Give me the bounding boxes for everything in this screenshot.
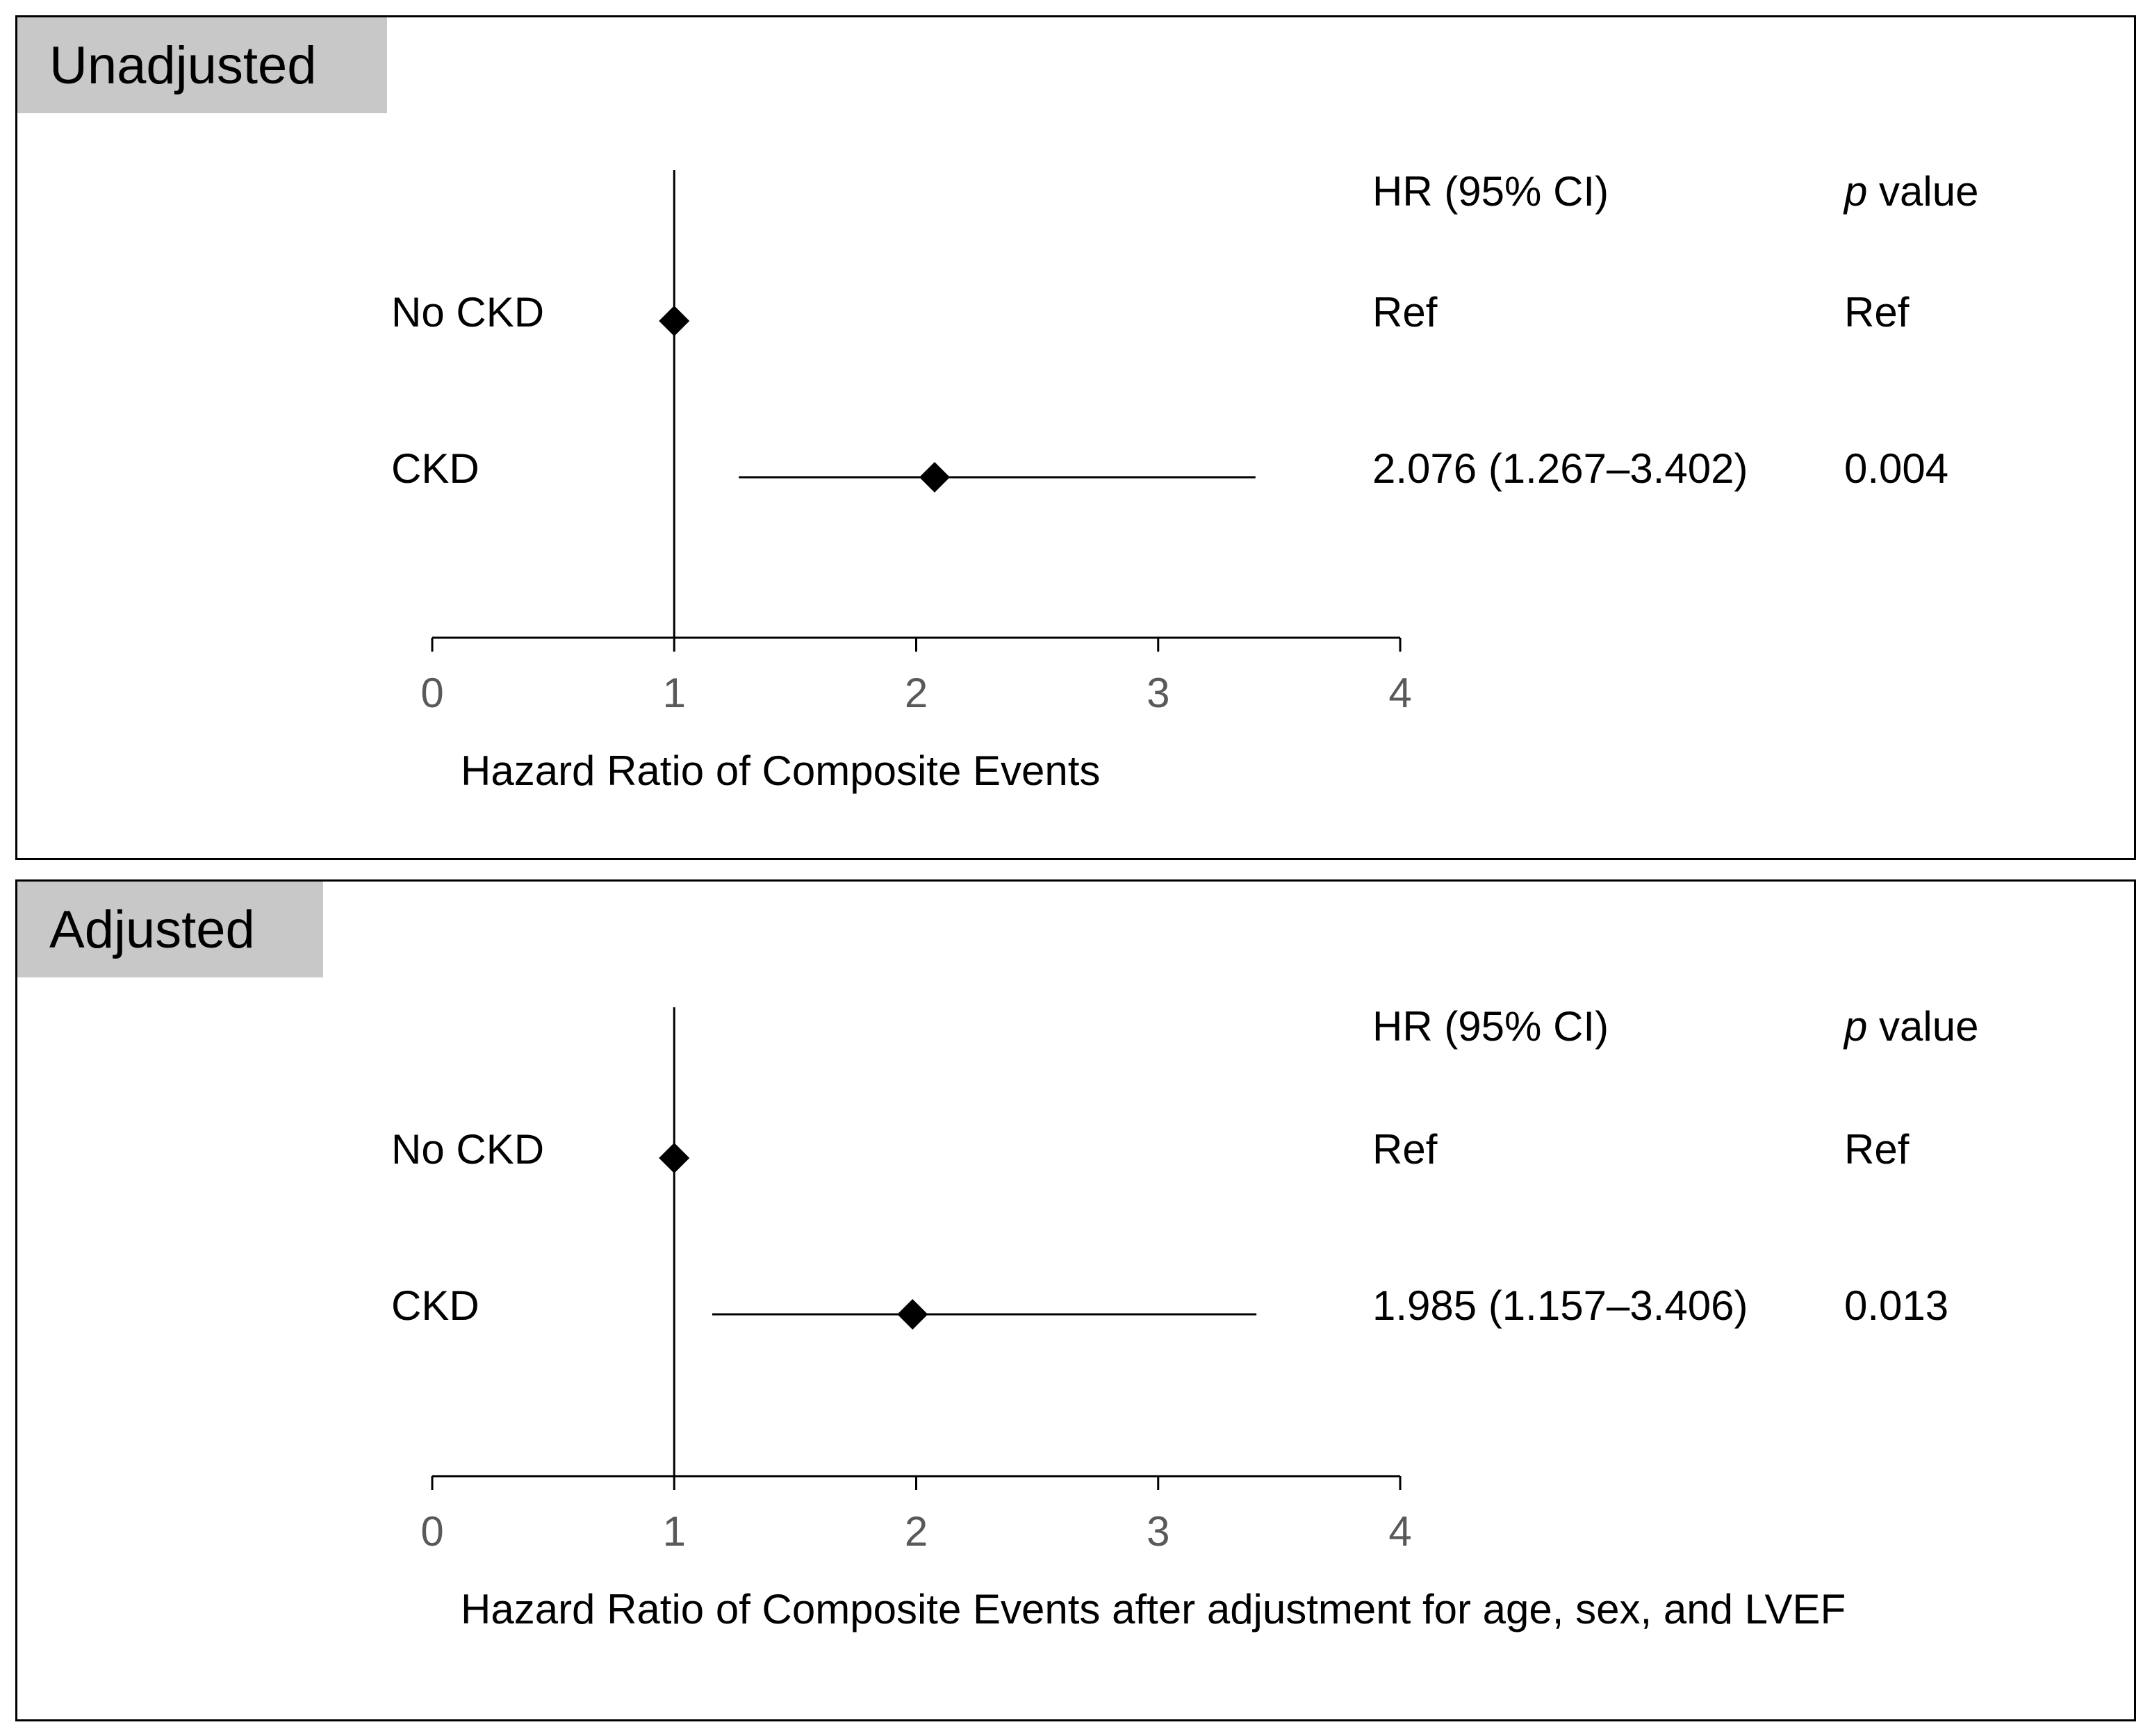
hr-column-header: HR (95% CI)	[1372, 1003, 1609, 1050]
hr-ci-value: 1.985 (1.157–3.406)	[1372, 1282, 1748, 1329]
x-tick-label: 4	[1388, 670, 1411, 716]
panel-label: Adjusted	[17, 882, 323, 977]
x-axis-label: Hazard Ratio of Composite Events after a…	[461, 1586, 1846, 1632]
row-label: CKD	[391, 445, 479, 492]
hazard-ratio-point	[897, 1299, 928, 1330]
p-value: 0.004	[1844, 445, 1948, 492]
x-tick-label: 4	[1388, 1508, 1411, 1555]
p-value: 0.013	[1844, 1282, 1948, 1329]
p-value-column-header: p value	[1843, 1003, 1978, 1050]
forest-panel-unadjusted: Unadjusted	[15, 15, 2136, 860]
forest-panel-adjusted: Adjusted	[15, 879, 2136, 1721]
p-value: Ref	[1844, 289, 1910, 336]
panel-label: Unadjusted	[17, 17, 387, 113]
x-tick-label: 3	[1147, 1508, 1169, 1555]
x-tick-label: 1	[663, 670, 686, 716]
x-tick-label: 0	[420, 670, 443, 716]
hr-ci-value: Ref	[1372, 289, 1438, 336]
row-label: No CKD	[391, 1126, 544, 1173]
x-tick-label: 1	[663, 1508, 686, 1555]
x-tick-label: 3	[1147, 670, 1169, 716]
hr-ci-value: 2.076 (1.267–3.402)	[1372, 445, 1748, 492]
hazard-ratio-point	[919, 462, 950, 493]
x-axis-label: Hazard Ratio of Composite Events	[461, 747, 1100, 794]
hazard-ratio-point	[659, 1143, 690, 1173]
p-value-column-header: p value	[1843, 168, 1978, 215]
row-label: CKD	[391, 1282, 479, 1329]
hr-ci-value: Ref	[1372, 1126, 1438, 1173]
hazard-ratio-point	[659, 306, 690, 336]
x-tick-label: 2	[905, 670, 928, 716]
x-tick-label: 2	[905, 1508, 928, 1555]
p-value: Ref	[1844, 1126, 1910, 1173]
row-label: No CKD	[391, 289, 544, 336]
hr-column-header: HR (95% CI)	[1372, 168, 1609, 215]
x-tick-label: 0	[420, 1508, 443, 1555]
